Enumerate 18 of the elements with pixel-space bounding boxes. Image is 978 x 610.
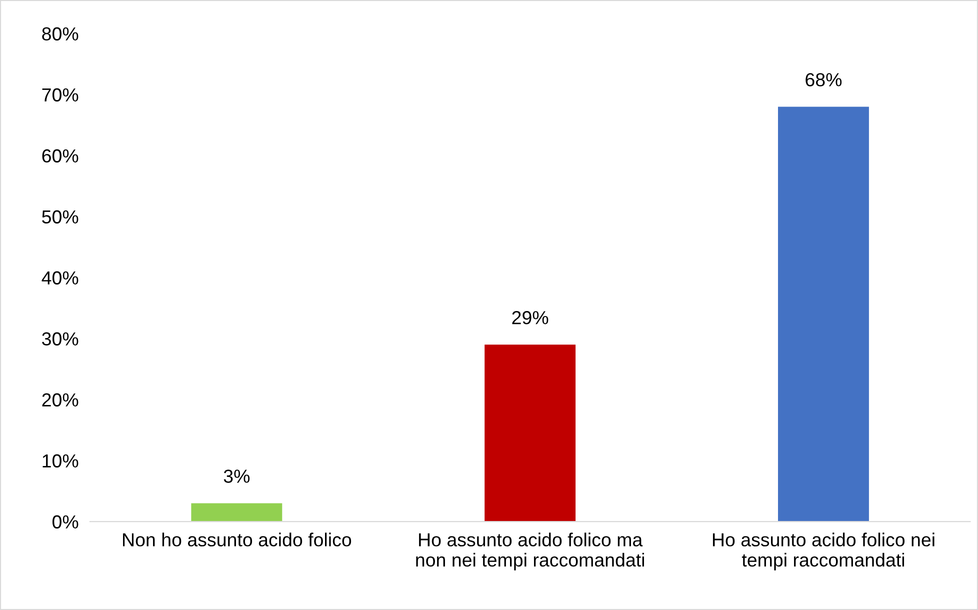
y-tick-label: 60% — [42, 149, 78, 163]
bar — [484, 344, 576, 522]
data-label: 3% — [224, 470, 250, 483]
y-tick-label: 20% — [42, 393, 78, 407]
x-tick-label: Ho assunto acido folico ma non nei tempi raccomandati — [416, 532, 644, 570]
y-tick-label: 0% — [52, 515, 78, 529]
bar — [778, 106, 869, 522]
y-tick-label: 30% — [42, 332, 78, 346]
y-tick-label: 10% — [42, 454, 78, 468]
data-label: 68% — [806, 73, 842, 86]
y-tick-label: 40% — [42, 271, 78, 285]
y-tick-label: 70% — [42, 88, 78, 102]
bar — [191, 503, 282, 522]
x-tick-label: Non ho assunto acido folico — [123, 532, 352, 546]
y-tick-label: 50% — [42, 210, 78, 224]
y-tick-label: 80% — [42, 27, 78, 41]
data-label: 29% — [512, 311, 548, 324]
x-tick-label: Ho assunto acido folico nei tempi raccomandati — [712, 532, 934, 570]
